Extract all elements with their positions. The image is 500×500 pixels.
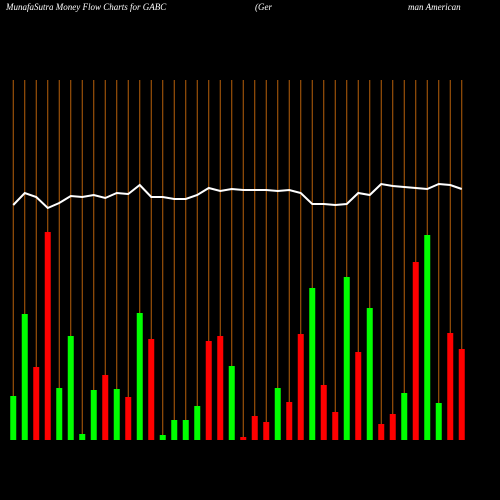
bar (378, 424, 385, 440)
bar (56, 388, 63, 440)
bar (320, 385, 327, 440)
bar (251, 416, 258, 440)
chart-subtitle: (Ger (255, 2, 272, 12)
bar (343, 277, 350, 440)
bar (286, 402, 293, 440)
chart-title: MunafaSutra Money Flow Charts for GABC (5, 2, 167, 12)
bar (90, 390, 97, 440)
bar (148, 339, 155, 440)
bar (447, 333, 454, 440)
bar (424, 235, 431, 440)
bar (159, 435, 166, 440)
bar (102, 375, 109, 440)
bar (240, 437, 247, 440)
bar (125, 397, 132, 440)
bar (182, 420, 189, 440)
bar (10, 396, 17, 440)
chart-subtitle-right: man American (408, 2, 461, 12)
bar (205, 341, 212, 440)
bar (263, 422, 270, 440)
bar (412, 262, 419, 440)
bar (366, 308, 373, 440)
bar (389, 414, 396, 440)
bar (21, 314, 28, 440)
bar (79, 434, 86, 440)
bar (171, 420, 178, 440)
money-flow-line (12, 182, 463, 210)
bar (217, 336, 224, 440)
bar (401, 393, 408, 440)
bar (458, 349, 465, 440)
bar (274, 388, 281, 440)
bar (355, 352, 362, 440)
bar (67, 336, 74, 440)
bar (297, 334, 304, 440)
bar (435, 403, 442, 440)
bar (33, 367, 40, 440)
bar (113, 389, 120, 440)
bar (332, 412, 339, 440)
bar (44, 232, 51, 440)
bar (309, 288, 316, 440)
bar (228, 366, 235, 440)
bar (194, 406, 201, 440)
bar (136, 313, 143, 440)
